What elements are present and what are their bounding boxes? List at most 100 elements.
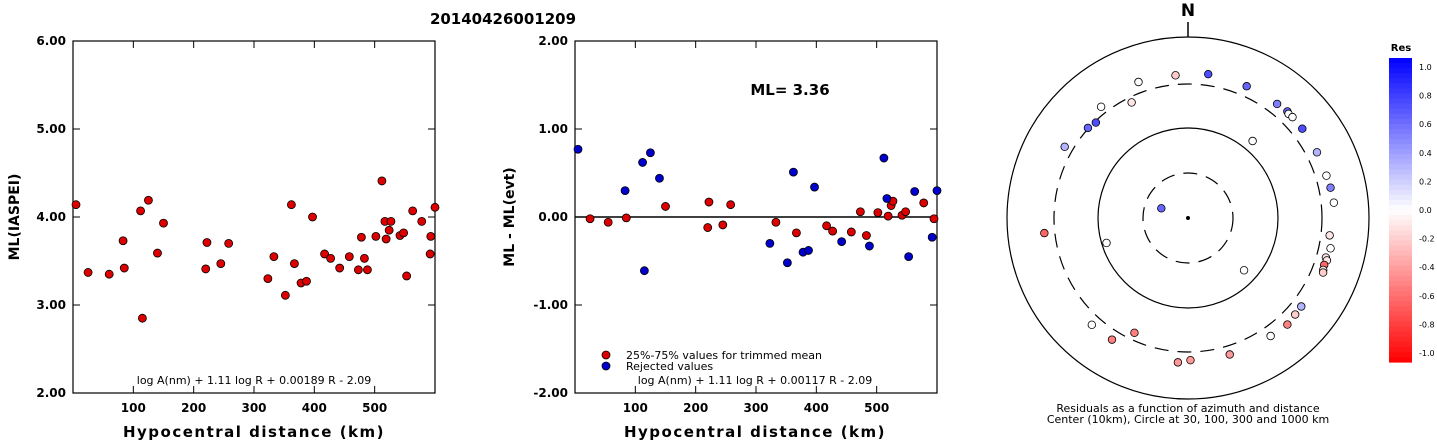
colorbar-cell [1389, 341, 1412, 348]
data-point [426, 231, 436, 241]
data-point [430, 202, 440, 212]
colorbar-cell [1389, 326, 1412, 333]
colorbar-cell [1389, 98, 1412, 105]
colorbar-tick-label: -0.4 [1419, 263, 1435, 272]
colorbar-cell [1389, 230, 1412, 236]
colorbar-cell [1389, 331, 1412, 338]
colorbar-cell [1389, 291, 1412, 297]
station-marker [1130, 328, 1139, 338]
rejected-point [782, 258, 792, 268]
station-marker [1204, 69, 1213, 79]
colorbar-tick-label: -0.6 [1419, 292, 1435, 301]
colorbar-cell [1389, 118, 1412, 125]
colorbar-cell [1389, 154, 1412, 160]
rejected-point [639, 266, 649, 276]
station-marker [1329, 198, 1339, 207]
colorbar-cell [1389, 174, 1412, 181]
kept-point [929, 214, 939, 224]
colorbar-cell [1389, 336, 1412, 343]
colorbar-cell [1389, 73, 1412, 79]
kept-point [726, 200, 736, 210]
y-tick-label: 4.00 [36, 210, 66, 224]
colorbar-cell [1389, 235, 1412, 241]
rejected-point [932, 186, 942, 196]
ring-1000km [1006, 36, 1370, 400]
data-point [326, 253, 336, 263]
kept-point [621, 213, 631, 223]
data-point [201, 264, 211, 274]
colorbar-tick-label: 0.8 [1419, 92, 1432, 101]
x-tick-label: 400 [804, 401, 829, 415]
station-marker [1290, 310, 1300, 319]
station-marker [1272, 99, 1282, 109]
polar-caption-1: Residuals as a function of azimuth and d… [1056, 402, 1319, 415]
rejected-point [837, 237, 847, 247]
colorbar-cell [1389, 123, 1412, 130]
station-marker [1186, 355, 1195, 365]
panel-ml-iaspei: ML(IASPEI) Hypocentral distance (km) log… [7, 34, 440, 441]
station-marker [1083, 123, 1093, 133]
data-point [153, 248, 162, 258]
data-point [83, 268, 93, 277]
colorbar-cell [1389, 103, 1412, 110]
kept-point [883, 211, 893, 221]
station-marker [1157, 204, 1166, 213]
data-point [144, 195, 153, 205]
panel2-ylabel: ML - ML(evt) [502, 167, 518, 266]
panel1-formula: log A(nm) + 1.11 log R + 0.00189 R - 2.0… [137, 374, 371, 387]
epicenter-marker [1186, 216, 1190, 220]
rejected-point [904, 252, 914, 262]
kept-point [718, 220, 728, 230]
kept-point [846, 227, 856, 237]
data-point [263, 274, 273, 284]
data-point [287, 200, 296, 210]
colorbar-cell [1389, 189, 1412, 196]
ring-30km [1142, 172, 1234, 264]
station-marker [1283, 320, 1292, 329]
legend-kept-marker [601, 350, 611, 360]
colorbar-cell [1389, 93, 1412, 100]
data-point [356, 232, 366, 242]
station-marker [1326, 244, 1335, 253]
data-point [371, 231, 381, 241]
legend-rejected-label: Rejected values [626, 360, 713, 373]
data-point [308, 212, 317, 222]
data-point [302, 276, 311, 286]
y-tick-label: 0.00 [538, 210, 568, 224]
x-tick-label: 300 [241, 401, 266, 415]
rejected-point [882, 194, 892, 203]
station-marker [1040, 228, 1049, 238]
y-tick-label: 2.00 [538, 34, 568, 48]
data-point [269, 252, 279, 262]
data-point [402, 271, 412, 281]
kept-point [873, 208, 883, 218]
data-point [104, 269, 114, 279]
panel2-xlabel: Hypocentral distance (km) [624, 423, 886, 441]
kept-point [862, 231, 871, 240]
colorbar-cell [1389, 63, 1412, 69]
colorbar-cell [1389, 270, 1412, 277]
colorbar-cell [1389, 220, 1412, 226]
station-marker [1312, 148, 1322, 157]
colorbar-cell [1389, 210, 1412, 216]
rejected-point [879, 153, 889, 163]
station-marker [1102, 238, 1111, 248]
data-point [344, 252, 354, 262]
station-marker [1266, 331, 1275, 341]
data-point [381, 234, 391, 244]
station-marker [1134, 77, 1143, 87]
station-marker [1060, 142, 1069, 152]
ring-100km [1097, 127, 1279, 309]
panel-ml-residual: ML - ML(evt) Hypocentral distance (km) M… [502, 34, 942, 441]
data-point [386, 216, 396, 226]
kept-point [822, 221, 831, 231]
station-marker [1225, 350, 1234, 359]
kept-point [919, 198, 929, 208]
colorbar-cell [1389, 286, 1412, 292]
kept-point [828, 226, 838, 236]
station-marker [1298, 124, 1307, 133]
colorbar-cell [1389, 78, 1412, 84]
data-point [353, 265, 363, 275]
panel1-xlabel: Hypocentral distance (km) [123, 423, 385, 441]
